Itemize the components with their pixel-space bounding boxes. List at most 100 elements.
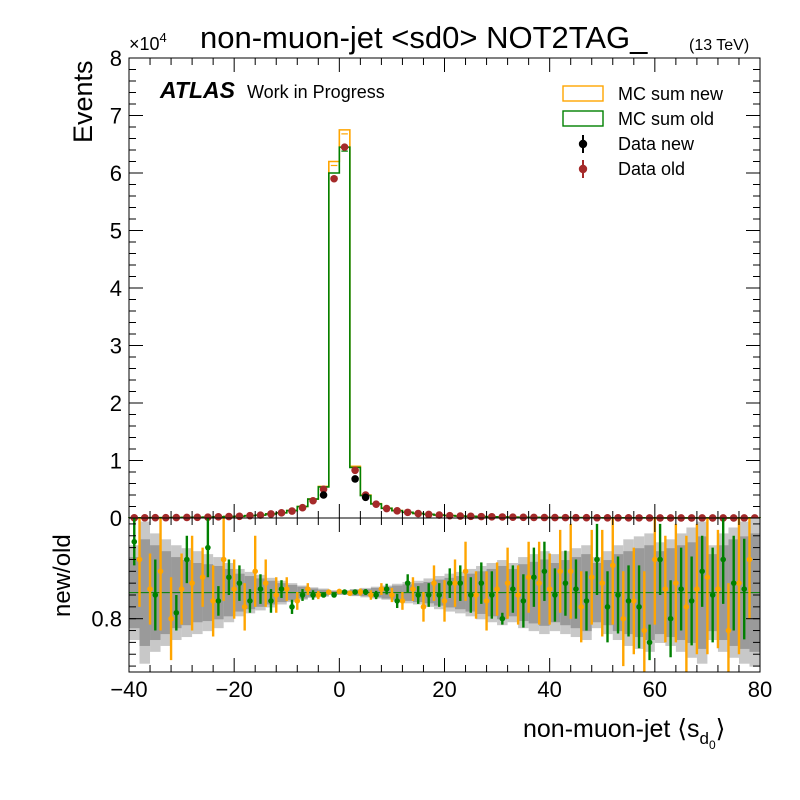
ratio-point (557, 568, 563, 575)
ratio-points-layer (131, 518, 753, 672)
ratio-point (415, 592, 422, 598)
ratio-point (425, 592, 432, 598)
ratio-point (609, 562, 616, 569)
ratio-point (436, 592, 443, 598)
ratio-point (699, 568, 705, 575)
x-tick-label: 60 (643, 677, 667, 702)
ratio-point (184, 556, 190, 563)
ratio-point (173, 609, 180, 616)
ratio-point (326, 589, 332, 595)
ratio-point (520, 598, 527, 604)
ratio-point (157, 568, 164, 575)
histogram-layer (128, 129, 761, 519)
ratio-point (446, 580, 453, 586)
legend-marker (578, 164, 588, 174)
data-point-data-old (298, 503, 307, 512)
data-point-data-old (488, 513, 496, 521)
data-point-data-old (277, 509, 286, 517)
ratio-point (510, 586, 516, 592)
ratio-point (247, 598, 253, 604)
ratio-point (252, 568, 258, 575)
ratio-point (462, 568, 469, 575)
data-point-data-old (288, 507, 296, 515)
ratio-point (725, 627, 732, 634)
ratio-point (383, 586, 390, 592)
data-point-data-old (414, 509, 423, 518)
ratio-point (278, 586, 285, 592)
ratio-y-axis-title: new/old (49, 534, 76, 617)
y-axis-title: Events (68, 60, 98, 143)
ratio-point (715, 586, 721, 592)
y-tick-label: 0 (110, 506, 122, 531)
data-point-data-old (393, 507, 401, 515)
ratio-point (678, 586, 684, 592)
ratio-point (536, 580, 542, 586)
ratio-point (420, 604, 427, 610)
legend-label: MC sum old (618, 109, 714, 129)
ratio-point (588, 574, 595, 581)
data-point-data-old (225, 512, 233, 521)
legend-swatch (562, 110, 604, 127)
atlas-label: ATLAS (159, 77, 236, 103)
ratio-point (215, 598, 222, 604)
ratio-point (620, 615, 627, 622)
ratio-point (552, 592, 558, 598)
ratio-point (641, 627, 648, 634)
ratio-point (189, 580, 195, 586)
ratio-point (205, 544, 211, 551)
legend-marker (578, 139, 588, 149)
data-point-data-old (319, 485, 328, 494)
ratio-point (262, 580, 269, 586)
data-point-data-old (403, 508, 412, 517)
ratio-point (410, 586, 416, 592)
data-point-data-old (204, 513, 212, 521)
ratio-point (515, 592, 521, 598)
legend-swatch (562, 85, 604, 102)
ratio-point (299, 592, 306, 598)
data-point-data-old (477, 512, 486, 521)
ratio-plot-frame (128, 517, 761, 673)
ratio-point (730, 580, 737, 586)
ratio-point (583, 598, 590, 604)
ratio-point (531, 574, 537, 581)
data-point-data-old (509, 513, 517, 521)
data-point-data-old (530, 513, 538, 522)
ratio-point (704, 574, 711, 581)
x-tick-label: 40 (537, 677, 561, 702)
ratio-point (404, 580, 411, 586)
ratio-point (741, 586, 748, 592)
ratio-point (352, 589, 358, 595)
ratio-point (236, 580, 243, 586)
ratio-point (746, 556, 753, 563)
data-point-data-old (256, 511, 265, 519)
atlas-sublabel: Work in Progress (247, 82, 385, 102)
ratio-point (241, 604, 248, 610)
ratio-point (573, 586, 579, 592)
ratio-point (178, 586, 185, 592)
x-tick-label: 80 (748, 677, 772, 702)
ratio-point (494, 586, 500, 592)
data-point-data-old (519, 513, 528, 522)
chart-title: non-muon-jet <sd0> NOT2TAG_ (200, 20, 648, 55)
ratio-point (320, 592, 327, 598)
data-point-data-old (372, 500, 380, 509)
data-point-data-new (319, 491, 328, 499)
ratio-point (594, 556, 600, 563)
ratio-point (199, 574, 206, 581)
ratio-point (504, 580, 511, 586)
data-point-data-old (193, 513, 202, 522)
ratio-point (431, 580, 437, 586)
data-point-data-old (330, 174, 338, 183)
ratio-point (478, 580, 485, 586)
data-point-data-old (309, 496, 317, 505)
ratio-point (688, 598, 695, 604)
ratio-point (489, 592, 495, 598)
ratio-point (394, 598, 400, 604)
ratio-point (373, 592, 379, 598)
ratio-point (467, 592, 474, 598)
ratio-point (304, 586, 311, 592)
data-point-data-old (183, 513, 191, 522)
ratio-point (562, 580, 569, 586)
x-tick-label: 20 (432, 677, 456, 702)
